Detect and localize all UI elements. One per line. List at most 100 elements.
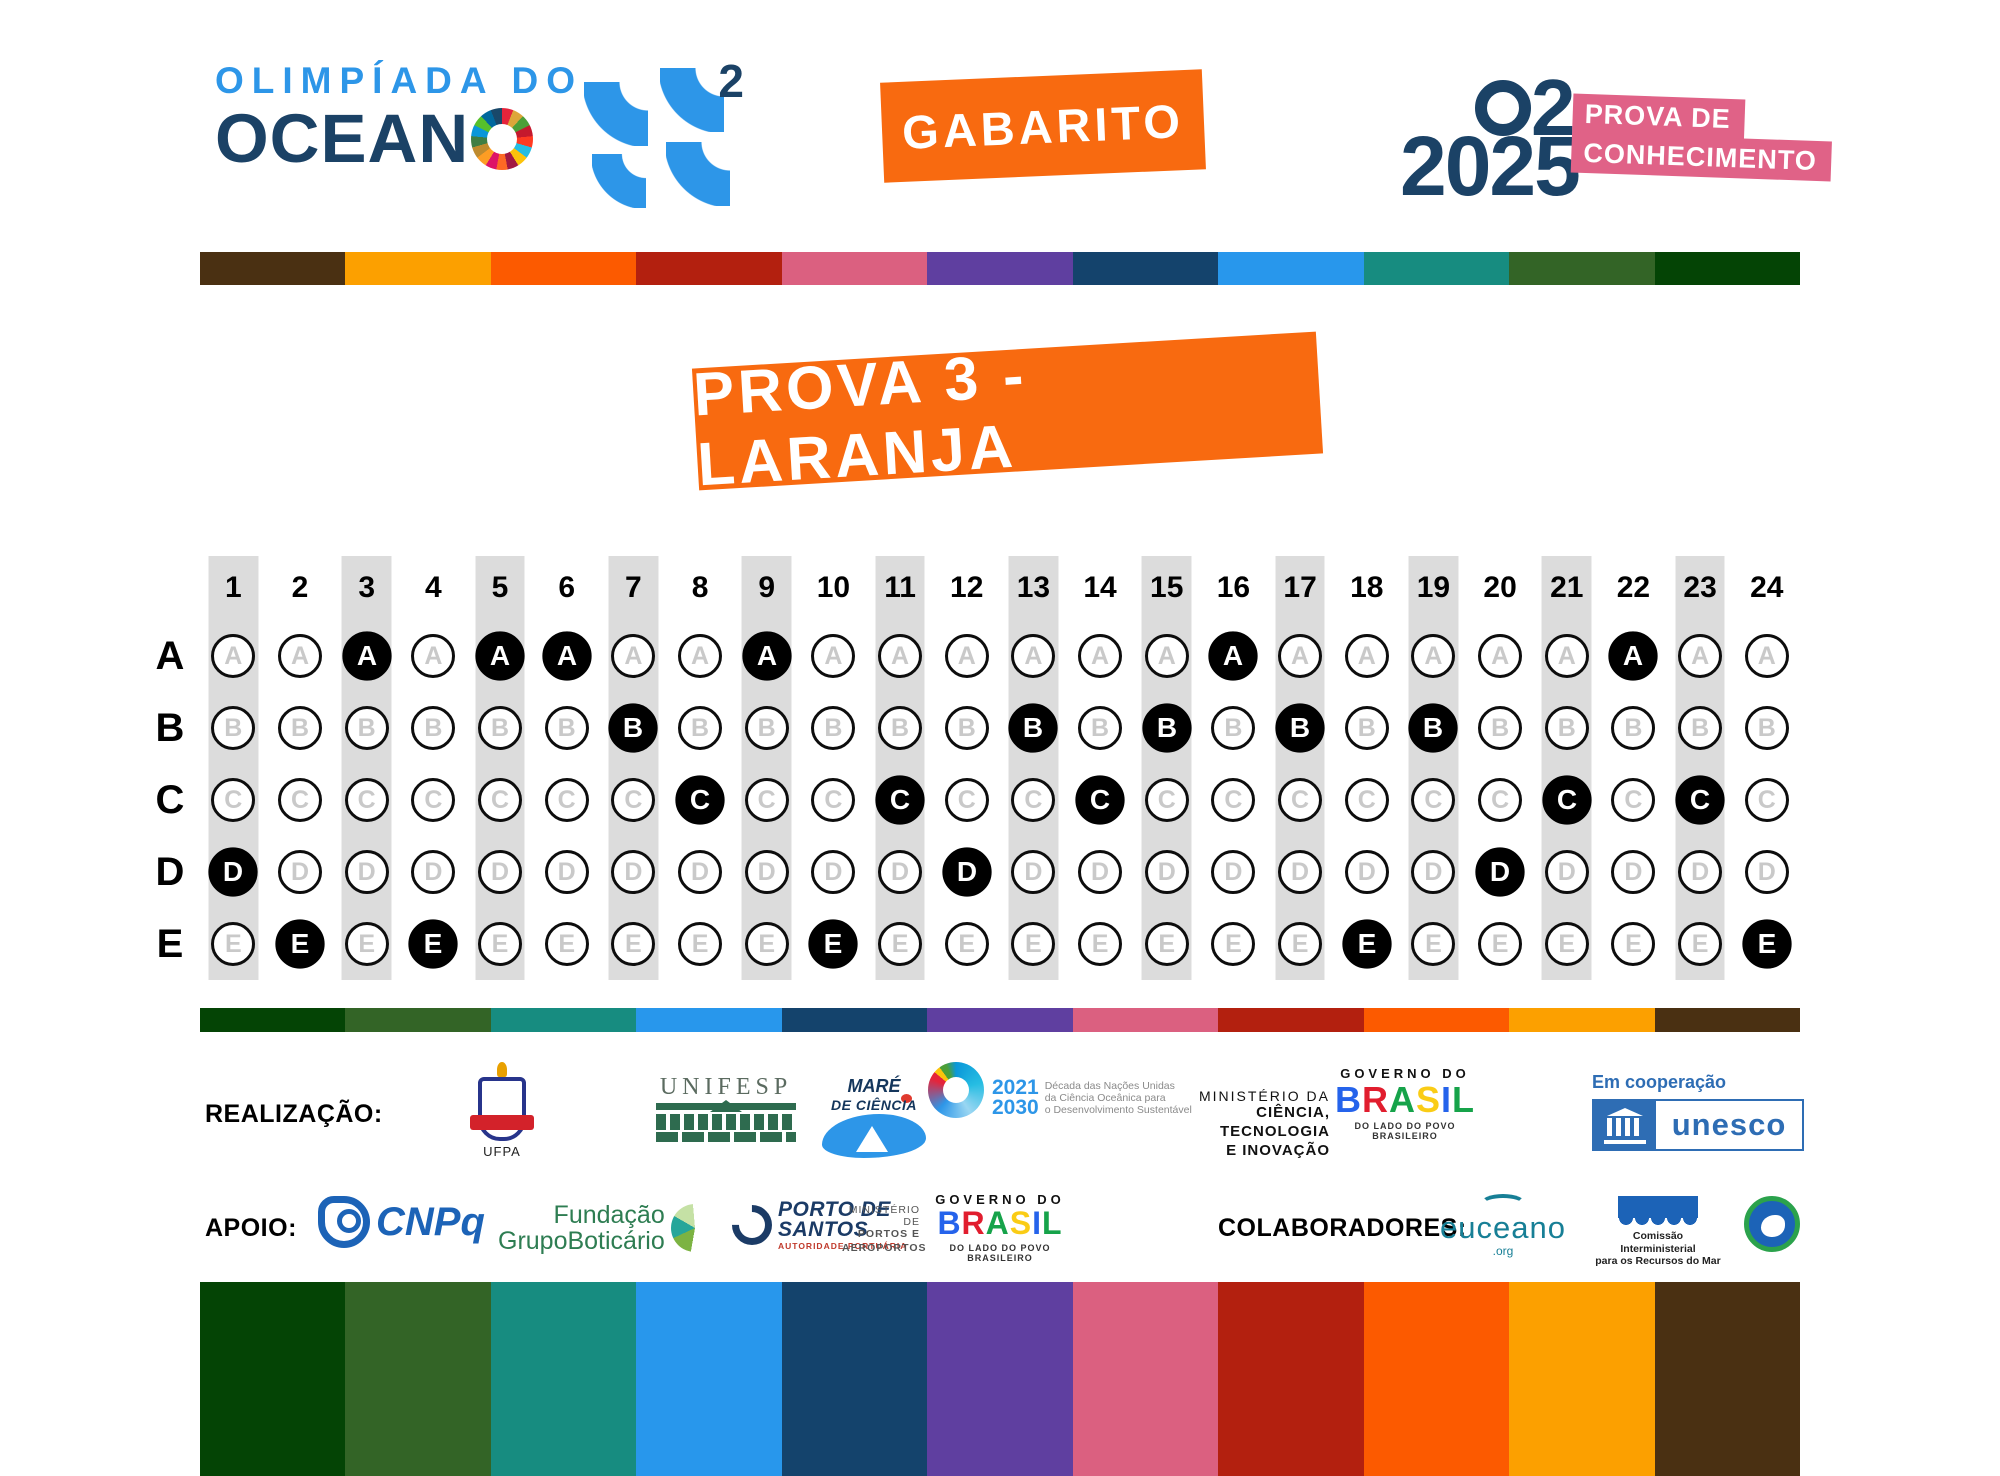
answer-bubble-4-C: C — [411, 778, 456, 822]
answer-bubble-13-A: A — [1011, 634, 1056, 678]
answer-bubble-3-C: C — [344, 778, 389, 822]
answer-bubble-22-D: D — [1611, 850, 1656, 894]
sea-waves-icon — [1618, 1196, 1698, 1226]
answer-bubble-11-C-filled: C — [875, 775, 925, 825]
answer-bubble-9-B: B — [744, 706, 789, 750]
answer-cell: A — [1078, 620, 1123, 692]
governo-do-brasil-logo: GOVERNO DO BRASIL DO LADO DO POVO BRASIL… — [930, 1192, 1070, 1263]
answer-cell: B — [678, 692, 723, 764]
answer-bubble-8-A: A — [678, 634, 723, 678]
answer-bubble-4-D: D — [411, 850, 456, 894]
answer-cell: C — [278, 764, 322, 836]
answer-bubble-18-A: A — [1344, 634, 1389, 678]
answer-bubble-10-B: B — [811, 706, 856, 750]
answer-bubble-17-D: D — [1278, 850, 1323, 894]
govbr-bottom: DO LADO DO POVO BRASILEIRO — [949, 1242, 1051, 1263]
answer-bubble-6-D: D — [544, 850, 589, 894]
color-block — [781, 1282, 928, 1476]
color-segment — [1509, 1008, 1655, 1032]
row-label-B: B — [155, 705, 185, 750]
answer-bubble-3-E: E — [344, 922, 389, 966]
answer-cell: B — [411, 692, 456, 764]
answer-bubble-4-B: B — [411, 706, 456, 750]
question-column-20: 20 A B C D E — [1467, 556, 1534, 980]
answer-cell: C — [1211, 764, 1256, 836]
answer-cell: B — [811, 692, 856, 764]
answer-cell: E — [344, 908, 389, 980]
answer-bubble-12-C: C — [944, 778, 989, 822]
fundacao-grupo-boticario-logo: Fundação GrupoBoticário — [498, 1202, 719, 1255]
answer-cell: E — [1742, 908, 1792, 980]
mcti-line3: E INOVAÇÃO — [1226, 1141, 1330, 1159]
answer-bubble-15-D: D — [1144, 850, 1189, 894]
question-number: 24 — [1750, 571, 1784, 604]
answer-bubble-1-C: C — [211, 778, 256, 822]
answer-cell: A — [1411, 620, 1456, 692]
mpa-line1: MINISTÉRIO DE — [848, 1204, 920, 1228]
wave-icon — [1480, 1194, 1526, 1214]
answer-cell: E — [808, 908, 859, 980]
question-column-11: 11 A B C D E — [866, 556, 934, 980]
color-segment — [1654, 252, 1800, 285]
brand-oceano-text: OCEAN — [215, 100, 470, 177]
color-segment — [1509, 252, 1655, 285]
answer-bubble-2-D: D — [278, 850, 322, 894]
answer-cell: E — [1011, 908, 1056, 980]
ministerio-portos-aeroportos-logo: MINISTÉRIO DE PORTOS E AEROPORTOS — [842, 1204, 925, 1255]
answer-cell: B — [1008, 692, 1059, 764]
mare-line1: MARÉ — [847, 1076, 901, 1096]
answer-bubble-1-A: A — [211, 634, 256, 678]
answer-bubble-9-C: C — [744, 778, 789, 822]
color-segment — [927, 1008, 1073, 1032]
brasil-letter: B — [1334, 1079, 1362, 1120]
superscript-2: 2 — [718, 55, 744, 107]
unifesp-building-icon — [656, 1100, 796, 1142]
color-segment — [781, 1008, 928, 1032]
brand-line1: OLIMPÍADA DO — [215, 60, 584, 101]
answer-cell: B — [544, 692, 589, 764]
mcti-line1: MINISTÉRIO DA — [1198, 1088, 1330, 1104]
crab-icon — [901, 1094, 912, 1103]
question-number: 9 — [758, 571, 776, 604]
color-segment — [636, 1008, 782, 1032]
question-number: 1 — [224, 571, 242, 604]
answer-bubble-10-A: A — [811, 634, 856, 678]
question-number: 11 — [884, 571, 916, 604]
answer-bubble-6-B: B — [544, 706, 589, 750]
answer-cell: C — [1611, 764, 1656, 836]
answer-bubble-3-B: B — [344, 706, 389, 750]
answer-cell: B — [744, 692, 789, 764]
answer-bubble-10-C: C — [811, 778, 856, 822]
mare-line2: DE CIÊNCIA — [831, 1097, 917, 1113]
answer-bubble-20-A: A — [1478, 634, 1523, 678]
answer-cell: C — [1542, 764, 1592, 836]
answer-bubble-1-E: E — [211, 922, 256, 966]
answer-bubble-19-E: E — [1411, 922, 1456, 966]
answer-cell: C — [1478, 764, 1523, 836]
color-segment — [927, 252, 1073, 285]
color-segment — [1218, 252, 1364, 285]
color-block — [636, 1282, 782, 1476]
answer-bubble-17-C: C — [1278, 778, 1323, 822]
mcti-line2: CIÊNCIA, TECNOLOGIA — [1220, 1104, 1330, 1140]
answer-cell: B — [944, 692, 989, 764]
answer-cell: D — [1744, 836, 1789, 908]
answer-cell: A — [811, 620, 856, 692]
answer-bubble-12-B: B — [944, 706, 989, 750]
porto-line3: AUTORIDADE PORTUÁRIA — [778, 1240, 908, 1251]
answer-cell: B — [878, 692, 923, 764]
answer-cell: A — [211, 620, 256, 692]
answer-cell: B — [278, 692, 322, 764]
answer-cell: E — [1342, 908, 1392, 980]
question-number: 2 — [291, 571, 309, 604]
question-number: 17 — [1283, 571, 1317, 604]
color-segment — [1072, 1008, 1219, 1032]
answer-bubble-2-A: A — [278, 634, 322, 678]
question-column-21: 21 A B C D E — [1533, 556, 1601, 980]
answer-bubble-23-D: D — [1678, 850, 1723, 894]
question-number: 19 — [1416, 571, 1451, 604]
wave-icon — [592, 154, 646, 208]
unesco-wordmark: unesco — [1656, 1101, 1802, 1149]
